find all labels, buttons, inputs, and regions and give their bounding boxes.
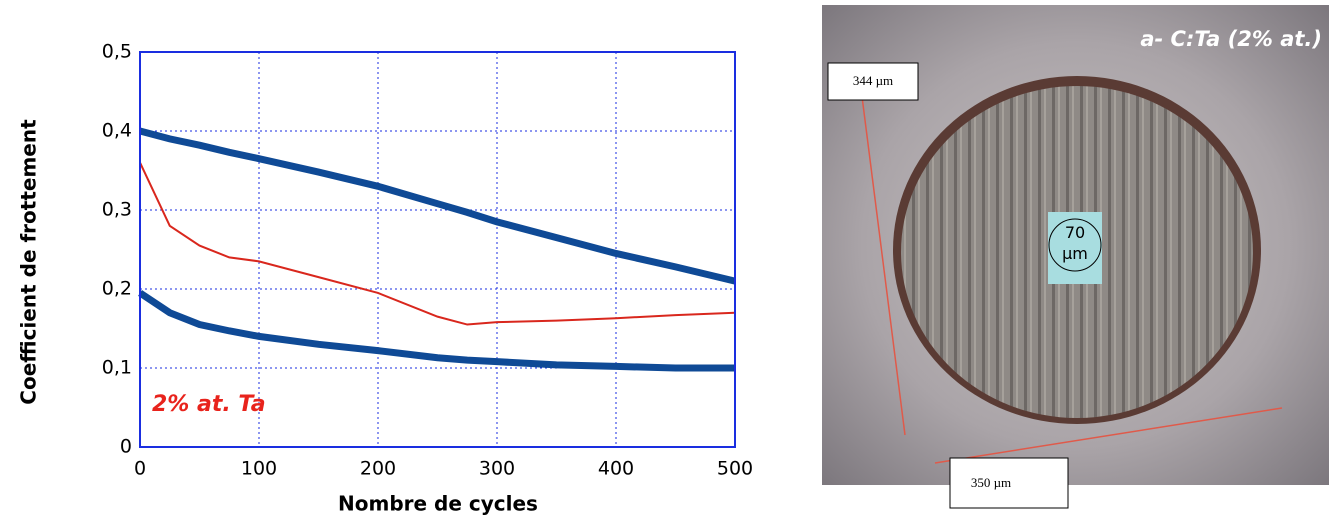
center-label: 70 µm	[1062, 223, 1088, 263]
x-tick-label: 200	[360, 458, 396, 480]
annotation: 2% at. Ta	[152, 392, 266, 417]
plot-frame	[139, 51, 736, 448]
x-tick-label: 500	[717, 458, 753, 480]
y-axis-title: Coefficient de frottement	[17, 119, 41, 405]
x-axis-title: Nombre de cycles	[338, 492, 538, 516]
y-tick-label: 0,1	[102, 357, 132, 379]
measure-line	[857, 64, 906, 436]
measure-line	[934, 407, 1283, 464]
y-tick-label: 0	[120, 436, 132, 458]
photo-title: a- C:Ta (2% at.)	[1140, 27, 1322, 51]
label-box	[827, 62, 919, 101]
x-tick-label: 400	[598, 458, 634, 480]
line-series	[138, 290, 735, 372]
micrograph: a- C:Ta (2% at.) 344 µm 350 µm 70 µm	[822, 5, 1329, 509]
measure-label: 344 µm	[853, 73, 893, 88]
x-tick-label: 0	[134, 458, 146, 480]
label-circle	[1048, 218, 1102, 272]
y-tick-label: 0,4	[102, 120, 132, 142]
y-tick-label: 0,3	[102, 199, 132, 221]
plot-area	[139, 51, 736, 448]
x-tick-label: 100	[241, 458, 277, 480]
center-label-box: 70 µm	[1062, 223, 1088, 263]
label-box	[949, 457, 1069, 509]
measure-label: 350 µm	[971, 475, 1011, 490]
label-box	[1048, 212, 1102, 284]
y-tick-label: 0,5	[102, 41, 132, 63]
line-series	[139, 162, 736, 326]
x-tick-label: 300	[479, 458, 515, 480]
line-series	[139, 127, 736, 285]
y-tick-label: 0,2	[102, 278, 132, 300]
